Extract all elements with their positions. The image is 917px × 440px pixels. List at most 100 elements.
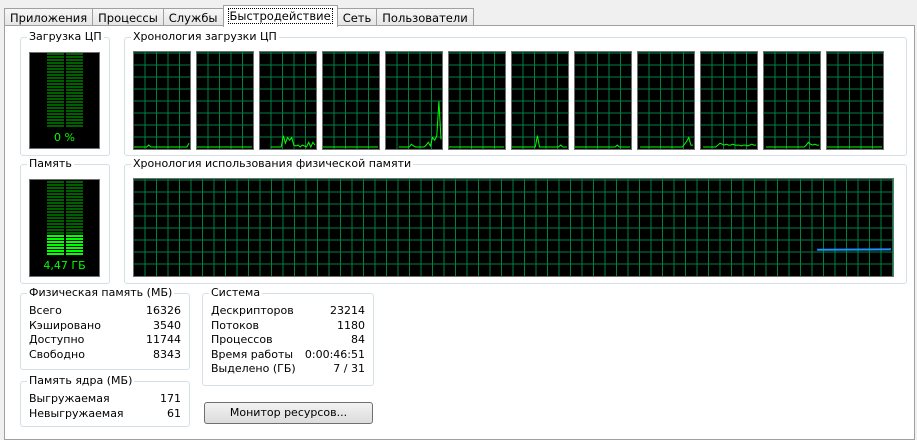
cpu-usage-line (766, 141, 819, 148)
meter-bar-dim (66, 223, 83, 225)
meter-bar-dim (66, 77, 83, 79)
meter-bar-dim (47, 211, 64, 213)
meter-bar-dim (47, 226, 64, 228)
memory-usage-line (817, 248, 892, 251)
meter-bar-dim (47, 229, 64, 231)
physical-memory-group: Физическая память (МБ) Всего 16326 Кэширов… (20, 286, 190, 370)
meter-bar-dim (47, 104, 64, 106)
stat-row: Потоков 1180 (211, 319, 365, 334)
meter-bar-lit (47, 244, 64, 246)
meter-bar-dim (66, 59, 83, 61)
meter-bar-dim (47, 56, 64, 58)
meter-bar-dim (66, 232, 83, 234)
cpu-usage-line (398, 101, 442, 148)
meter-bar-lit (66, 250, 83, 252)
meter-bar-dim (47, 86, 64, 88)
kernel-memory-group: Память ядра (МБ) Выгружаемая 171 Невыгружа… (20, 374, 190, 427)
stat-label: Свободно (29, 347, 85, 361)
tab-applications[interactable]: Приложения (4, 8, 94, 27)
meter-bar-lit (66, 235, 83, 237)
kernel-memory-title: Память ядра (МБ) (27, 374, 135, 387)
stat-label: Выгружаемая (29, 392, 110, 405)
meter-bar-dim (47, 199, 64, 201)
meter-bar-lit (66, 238, 83, 240)
meter-bar-lit (66, 241, 83, 243)
stat-row: Свободно 8343 (29, 348, 181, 363)
meter-bar-dim (47, 220, 64, 222)
stat-row: Кэшировано 3540 (29, 319, 181, 334)
stat-value: 171 (160, 392, 181, 405)
meter-bar-dim (66, 98, 83, 100)
cpu-core-graph (511, 51, 569, 150)
meter-bar-lit (47, 238, 64, 240)
stat-value: 3540 (153, 318, 181, 332)
memory-meter-bars (47, 181, 83, 255)
meter-bar-dim (66, 53, 83, 55)
meter-bar-dim (66, 199, 83, 201)
cpu-core-graph (196, 51, 254, 150)
meter-bar-dim (47, 196, 64, 198)
stat-value: 8343 (153, 347, 181, 361)
meter-bar-dim (47, 80, 64, 82)
cpu-usage-line (575, 144, 630, 148)
cpu-usage-line (703, 142, 756, 148)
resource-monitor-button[interactable]: Монитор ресурсов... (204, 402, 373, 424)
cpu-core-graph (322, 51, 380, 150)
meter-bar-dim (66, 104, 83, 106)
cpu-core-graph (574, 51, 632, 150)
tab-network[interactable]: Сеть (336, 8, 378, 27)
meter-bar-dim (47, 89, 64, 91)
meter-bar-dim (66, 65, 83, 67)
tab-performance[interactable]: Быстродействие (222, 5, 338, 27)
system-title: Система (209, 286, 263, 299)
meter-bar-dim (47, 113, 64, 115)
stat-label: Невыгружаемая (29, 406, 124, 420)
meter-bar-dim (66, 107, 83, 109)
tab-label: Службы (168, 11, 218, 25)
tab-users[interactable]: Пользователи (376, 8, 474, 27)
stat-row: Процессов 84 (211, 333, 365, 348)
meter-bar-dim (66, 220, 83, 222)
meter-bar-lit (66, 253, 83, 255)
memory-usage-value: 4,47 ГБ (43, 259, 86, 272)
meter-bar-lit (66, 247, 83, 249)
memory-history-graph (133, 178, 894, 277)
meter-bar-dim (66, 62, 83, 64)
meter-bar-dim (66, 125, 83, 127)
meter-bar-dim (66, 80, 83, 82)
tab-services[interactable]: Службы (162, 8, 224, 27)
meter-bar-dim (66, 202, 83, 204)
meter-bar-dim (66, 229, 83, 231)
memory-history-group: Хронология использования физической памя… (124, 157, 907, 284)
meter-bar-dim (66, 92, 83, 94)
meter-bar-dim (47, 116, 64, 118)
meter-bar-dim (47, 62, 64, 64)
stat-row: Выгружаемая 171 (29, 392, 181, 407)
meter-bar-lit (47, 253, 64, 255)
cpu-usage-line (640, 136, 693, 148)
meter-bar-dim (47, 208, 64, 210)
meter-bar-dim (47, 98, 64, 100)
stat-label: Выделено (ГБ) (211, 362, 296, 375)
memory-meter: 4,47 ГБ (29, 179, 100, 277)
cpu-core-graph (259, 51, 317, 150)
memory-history-title: Хронология использования физической памя… (131, 157, 414, 170)
tab-processes[interactable]: Процессы (92, 8, 164, 27)
meter-bar-dim (66, 214, 83, 216)
meter-bar-dim (66, 119, 83, 121)
cpu-core-graph (763, 51, 821, 150)
meter-bar-dim (66, 110, 83, 112)
meter-bar-dim (66, 181, 83, 183)
meter-bar-dim (66, 226, 83, 228)
stat-label: Доступно (29, 333, 85, 346)
meter-bar-dim (47, 181, 64, 183)
cpu-meter-bars (47, 53, 83, 127)
meter-bar-dim (66, 56, 83, 58)
cpu-usage-group: Загрузка ЦП 0 % (20, 30, 110, 156)
meter-bar-dim (47, 59, 64, 61)
meter-bar-dim (66, 89, 83, 91)
meter-bar-dim (66, 190, 83, 192)
meter-bar-dim (47, 205, 64, 207)
cpu-usage-line (270, 135, 316, 149)
performance-panel: Загрузка ЦП 0 % Хронология загрузки ЦП П… (4, 25, 915, 440)
